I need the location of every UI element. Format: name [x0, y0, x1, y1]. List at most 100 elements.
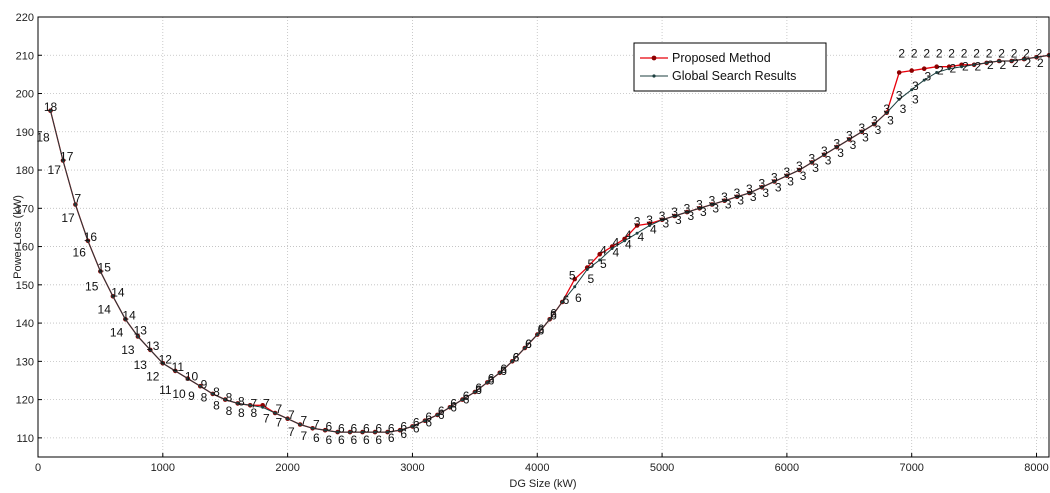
series-point-global — [810, 160, 814, 164]
bus-annotation: 7 — [276, 402, 283, 416]
bus-annotation: 6 — [450, 396, 457, 410]
bus-annotation: 2 — [1011, 46, 1018, 60]
y-tick-label: 200 — [16, 89, 34, 101]
bus-annotation: 10 — [172, 387, 186, 401]
series-point-global — [985, 61, 989, 65]
bus-annotation: 11 — [172, 360, 185, 374]
y-tick-label: 210 — [16, 50, 34, 62]
bus-annotation: 3 — [737, 194, 744, 208]
y-tick-label: 140 — [16, 318, 34, 330]
bus-annotation: 7 — [288, 408, 295, 422]
bus-annotation: 6 — [500, 362, 507, 376]
x-tick-label: 5000 — [650, 462, 674, 474]
bus-annotation: 3 — [912, 79, 919, 93]
series-point-global — [136, 335, 140, 338]
y-tick-label: 220 — [16, 12, 34, 24]
series-point-global — [423, 419, 427, 423]
series-point-global — [211, 392, 215, 396]
bus-annotation: 6 — [313, 431, 320, 445]
bus-annotation: 2 — [937, 64, 944, 78]
bus-annotation: 3 — [759, 176, 766, 190]
bus-annotation: 3 — [721, 190, 728, 204]
series-point-global — [623, 239, 627, 243]
series-point-global — [548, 317, 552, 321]
bus-annotation: 8 — [238, 406, 245, 420]
series-point-global — [847, 137, 851, 141]
bus-annotation: 2 — [962, 60, 969, 74]
bus-annotation: 6 — [513, 351, 520, 365]
y-tick-label: 120 — [16, 395, 34, 407]
bus-annotation: 3 — [825, 154, 832, 168]
series-point-global — [311, 426, 315, 430]
bus-annotation: 5 — [600, 257, 607, 271]
bus-annotation: 3 — [925, 69, 932, 83]
series-point-global — [523, 346, 527, 350]
bus-annotation: 10 — [185, 370, 199, 384]
bus-annotation: 6 — [575, 291, 582, 305]
bus-annotation: 2 — [1036, 46, 1043, 60]
bus-annotation: 3 — [771, 171, 778, 185]
series-point-proposed — [921, 66, 927, 71]
series-point-global — [323, 428, 327, 432]
bus-annotation: 6 — [475, 383, 482, 397]
bus-annotation: 15 — [85, 280, 99, 294]
series-point-global — [236, 401, 240, 405]
bus-annotation: 2 — [961, 46, 968, 60]
bus-annotation: 3 — [883, 102, 890, 116]
bus-annotation: 3 — [659, 209, 666, 223]
bus-annotation: 6 — [425, 416, 432, 430]
bus-annotation: 6 — [438, 404, 445, 418]
series-point-global — [885, 111, 889, 115]
legend-global-marker — [652, 74, 656, 78]
bus-annotation: 6 — [563, 293, 570, 307]
series-point-global — [498, 371, 502, 375]
series-point-global — [735, 195, 739, 199]
series-point-global — [872, 122, 876, 126]
bus-annotation: 7 — [263, 396, 270, 410]
bus-annotation: 5 — [588, 257, 595, 271]
series-point-global — [635, 231, 639, 235]
bus-annotation: 3 — [796, 159, 803, 173]
series-point-global — [86, 239, 90, 243]
series-point-global — [947, 67, 951, 71]
series-point-global — [822, 153, 826, 157]
bus-annotation: 14 — [110, 326, 124, 340]
bus-annotation: 6 — [425, 410, 432, 424]
series-point-global — [473, 390, 477, 394]
bus-annotation: 3 — [800, 169, 807, 183]
legend-box — [633, 42, 827, 92]
series-point-global — [723, 199, 726, 203]
series-point-global — [336, 430, 340, 434]
bus-annotation: 2 — [1012, 56, 1019, 70]
series-point-global — [1022, 57, 1026, 61]
series-point-proposed — [572, 276, 577, 282]
x-tick-label: 4000 — [525, 462, 549, 474]
series-point-global — [298, 423, 302, 426]
bus-annotation: 13 — [134, 324, 148, 338]
bus-annotation: 17 — [61, 211, 75, 225]
bus-annotation: 4 — [613, 236, 620, 250]
bus-annotation: 6 — [525, 337, 532, 351]
x-tick-label: 8000 — [1024, 462, 1048, 474]
series-point-global — [785, 174, 789, 178]
bus-annotation: 2 — [898, 46, 905, 60]
series-point-global — [186, 377, 190, 381]
bus-annotation: 7 — [276, 416, 283, 430]
y-tick-label: 190 — [16, 127, 34, 139]
y-tick-label: 170 — [16, 203, 34, 215]
y-tick-label: 150 — [16, 280, 34, 292]
bus-annotation: 6 — [438, 408, 445, 422]
bus-annotation: 6 — [388, 421, 395, 435]
series-point-global — [148, 348, 152, 352]
bus-annotation: 3 — [787, 175, 794, 189]
bus-annotation: 3 — [675, 213, 682, 227]
bus-annotation: 3 — [887, 113, 894, 127]
bus-annotation: 8 — [251, 406, 258, 420]
series-point-global — [535, 333, 539, 337]
x-tick-label: 7000 — [899, 462, 923, 474]
y-tick-label: 130 — [16, 356, 34, 368]
series-point-global — [61, 159, 65, 162]
series-point-global — [49, 109, 52, 113]
bus-annotation: 3 — [687, 209, 694, 223]
bus-annotation: 4 — [638, 230, 645, 244]
